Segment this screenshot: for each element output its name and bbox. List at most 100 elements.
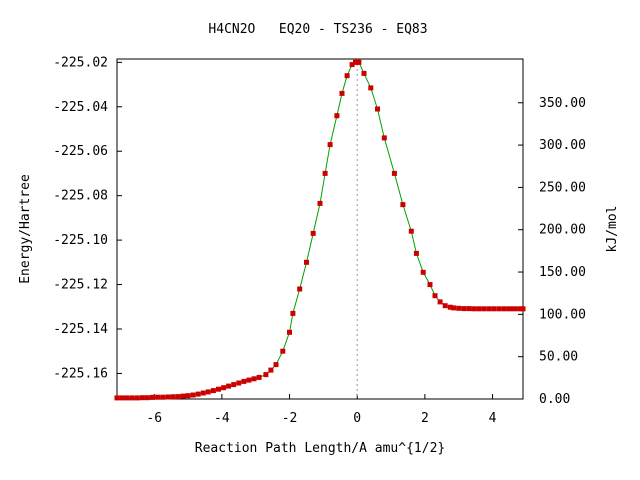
data-point bbox=[210, 388, 216, 394]
data-point bbox=[461, 306, 467, 312]
axes bbox=[116, 58, 524, 400]
data-point bbox=[290, 310, 296, 316]
data-point bbox=[280, 348, 286, 354]
data-point bbox=[216, 386, 221, 392]
data-point bbox=[451, 305, 457, 311]
data-point bbox=[420, 269, 426, 275]
y-tick-label: -225.16 bbox=[53, 366, 108, 381]
data-point bbox=[221, 385, 227, 391]
x-tick-label: 4 bbox=[489, 411, 497, 426]
y-tick-label: -225.14 bbox=[53, 322, 108, 337]
data-point bbox=[231, 382, 237, 388]
data-point bbox=[432, 293, 438, 299]
x-tick-label: -2 bbox=[282, 411, 298, 426]
data-point bbox=[496, 306, 502, 312]
x-tick-label: 0 bbox=[353, 411, 361, 426]
data-point bbox=[297, 286, 303, 292]
data-point bbox=[356, 59, 362, 65]
data-point bbox=[180, 393, 186, 399]
data-point bbox=[165, 394, 171, 400]
data-point bbox=[226, 383, 232, 389]
x-axis-label: Reaction Path Length/A amu^{1/2} bbox=[195, 441, 445, 456]
data-point bbox=[381, 135, 387, 141]
data-point bbox=[501, 306, 507, 312]
chart-title: H4CN2O EQ20 - TS236 - EQ83 bbox=[208, 22, 427, 37]
data-point bbox=[246, 377, 252, 383]
data-point bbox=[486, 306, 492, 312]
data-point bbox=[456, 305, 462, 311]
data-point bbox=[190, 392, 196, 398]
data-point bbox=[317, 200, 323, 206]
data-point bbox=[427, 282, 433, 288]
data-point bbox=[263, 372, 269, 378]
data-point bbox=[251, 376, 257, 382]
data-point bbox=[134, 395, 140, 401]
data-point bbox=[310, 230, 316, 236]
y-tick-label: -225.10 bbox=[53, 233, 108, 248]
y2-tick-label: 0.00 bbox=[539, 392, 570, 407]
data-point bbox=[447, 304, 453, 310]
data-point bbox=[256, 374, 262, 380]
data-point bbox=[114, 395, 120, 401]
data-point bbox=[287, 329, 292, 335]
data-point bbox=[304, 259, 309, 265]
y2-tick-label: 50.00 bbox=[539, 350, 578, 365]
y2-tick-label: 200.00 bbox=[539, 223, 586, 238]
y-axis-label: Energy/Hartree bbox=[18, 174, 33, 284]
y-tick-label: -225.12 bbox=[53, 278, 108, 293]
data-point bbox=[476, 306, 482, 312]
data-point bbox=[175, 394, 181, 400]
data-point bbox=[368, 85, 374, 91]
data-point bbox=[442, 303, 448, 309]
series-line bbox=[117, 61, 523, 399]
data-point bbox=[205, 389, 211, 395]
data-point bbox=[150, 394, 155, 400]
data-point bbox=[437, 299, 443, 305]
y2-tick-label: 150.00 bbox=[539, 265, 586, 280]
y2-axis-label: kJ/mol bbox=[605, 206, 620, 253]
y-tick-label: -225.08 bbox=[53, 189, 108, 204]
data-point bbox=[200, 390, 206, 396]
data-point bbox=[160, 394, 166, 400]
data-point bbox=[185, 393, 191, 399]
y-tick-label: -225.02 bbox=[53, 55, 108, 70]
data-point bbox=[139, 395, 145, 401]
y-tick-label: -225.04 bbox=[53, 100, 108, 115]
y2-tick-label: 250.00 bbox=[539, 180, 586, 195]
x-tick-label: -6 bbox=[146, 411, 162, 426]
data-point bbox=[520, 306, 526, 312]
data-point bbox=[268, 367, 274, 373]
tick-labels: -6 -4 -2 0 2 4 -225.16 -225.14 -225.12 -225.10 -22… bbox=[53, 55, 586, 426]
x-tick-label: -4 bbox=[214, 411, 230, 426]
data-point bbox=[339, 90, 345, 96]
y2-tick-label: 300.00 bbox=[539, 138, 586, 153]
data-point bbox=[361, 70, 367, 76]
data-point bbox=[349, 62, 355, 68]
data-point bbox=[375, 106, 380, 112]
data-point bbox=[471, 306, 477, 312]
data-point bbox=[466, 306, 472, 312]
data-point bbox=[241, 378, 247, 384]
data-point bbox=[512, 306, 517, 312]
data-point bbox=[491, 306, 497, 312]
data-point bbox=[517, 306, 523, 312]
y2-tick-label: 350.00 bbox=[539, 96, 586, 111]
x-tick-label: 2 bbox=[421, 411, 429, 426]
y-tick-label: -225.06 bbox=[53, 144, 108, 159]
data-point bbox=[334, 113, 340, 119]
data-point bbox=[129, 395, 135, 401]
data-point bbox=[400, 202, 406, 208]
data-point bbox=[322, 170, 328, 176]
data-point bbox=[408, 228, 414, 234]
data-point bbox=[195, 391, 201, 397]
y2-tick-label: 100.00 bbox=[539, 307, 586, 322]
data-point bbox=[236, 380, 242, 386]
data-point bbox=[507, 306, 512, 312]
data-series bbox=[114, 59, 526, 401]
data-point bbox=[413, 250, 419, 256]
data-point bbox=[170, 394, 176, 400]
data-point bbox=[144, 395, 150, 401]
data-point bbox=[344, 73, 350, 79]
